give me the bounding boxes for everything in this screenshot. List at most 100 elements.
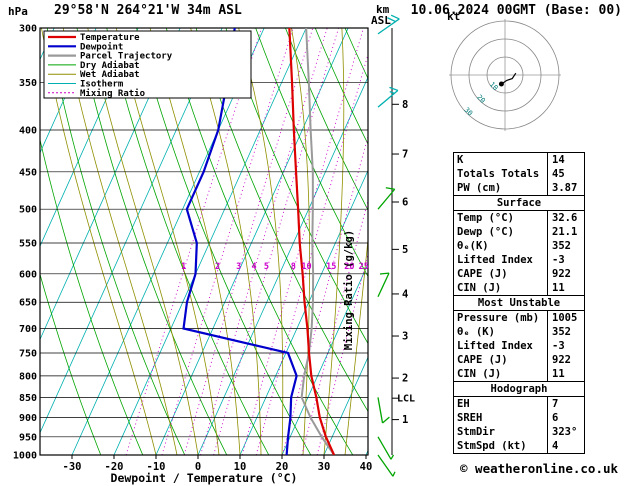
table-row: Pressure (mb) 1005 — [454, 311, 584, 325]
legend-label: Temperature — [80, 33, 140, 43]
km-tick-label: 8 — [402, 99, 408, 111]
mixing-ratio-line — [316, 252, 368, 455]
legend-label: Dry Adiabat — [80, 60, 140, 71]
wind-barb-flag — [387, 17, 396, 23]
pressure-tick-label: 600 — [19, 269, 37, 280]
table-row: CIN (J) 11 — [454, 367, 584, 381]
hodograph-ring-label: 30 — [462, 106, 474, 118]
pressure-tick-label: 750 — [19, 348, 37, 359]
table-row: Lifted Index -3 — [454, 339, 584, 353]
pressure-tick-label: 850 — [19, 393, 37, 404]
table-row-label: StmDir — [457, 426, 495, 438]
isotherm-line — [0, 28, 12, 455]
hodograph-ring-label: 10 — [488, 81, 500, 93]
wind-barb-staff — [377, 272, 390, 297]
mixing-ratio-value-label: 5 — [264, 262, 269, 272]
height-axis-unit-asl: ASL — [371, 14, 391, 27]
table-row: θₑ (K) 352 — [454, 325, 584, 339]
table-row-value: 4 — [547, 439, 584, 453]
storm-motion-dot — [498, 81, 504, 87]
table-row: θₑ(K) 352 — [454, 239, 584, 253]
parcel-trajectory-curve — [300, 28, 335, 455]
table-row-label: Pressure (mb) — [457, 312, 540, 324]
pressure-axis-unit: hPa — [8, 5, 28, 18]
temp-tick-label: 0 — [195, 461, 201, 473]
table-row: CAPE (J) 922 — [454, 267, 584, 281]
table-section-title: Hodograph — [454, 381, 584, 397]
mixing-ratio-line — [301, 199, 368, 455]
table-row-value: 32.6 — [547, 211, 584, 225]
km-tick-label: 3 — [402, 331, 408, 343]
table-row-label: θₑ (K) — [457, 326, 495, 338]
temp-tick-label: -20 — [105, 461, 124, 473]
table-row-value: 14 — [547, 153, 584, 167]
wind-barb-flag — [389, 86, 399, 92]
table-row-value: 922 — [547, 267, 584, 281]
height-axis: 1 2 3 4 5 6 7 8 LCL — [391, 28, 415, 455]
table-row-label: CAPE (J) — [457, 354, 508, 366]
km-tick-label: 2 — [402, 373, 408, 385]
height-axis-unit-km: km — [376, 3, 390, 16]
isotherm-line — [155, 28, 349, 455]
km-tick-label: 7 — [402, 149, 408, 161]
dry-adiabat-line — [285, 28, 368, 211]
temp-tick-label: -30 — [63, 461, 82, 473]
table-row-value: 352 — [547, 325, 584, 339]
table-row-value: 11 — [547, 281, 584, 295]
wind-barb-staff — [377, 436, 392, 460]
mixing-ratio-value-label: 25 — [359, 262, 369, 272]
hodograph-ring-label: 20 — [475, 93, 487, 105]
pressure-tick-label: 700 — [19, 324, 37, 335]
wind-barb-flag — [385, 187, 395, 190]
km-tick-label: 4 — [402, 288, 408, 300]
wet-adiabat-line — [323, 28, 345, 455]
table-row: Temp (°C) 32.6 — [454, 211, 584, 225]
table-row-value: 352 — [547, 239, 584, 253]
isotherm-line — [239, 169, 368, 455]
table-row-value: 45 — [547, 167, 584, 181]
table-row: Dewp (°C) 21.1 — [454, 225, 584, 239]
mixing-ratio-value-label: 20 — [344, 262, 354, 272]
pressure-tick-label: 1000 — [13, 451, 37, 462]
mixing-ratio-value-label: 4 — [252, 262, 257, 272]
table-row: StmSpd (kt) 4 — [454, 439, 584, 453]
temp-tick-label: 10 — [234, 461, 247, 473]
table-row-label: PW (cm) — [457, 182, 502, 194]
table-row: Totals Totals 45 — [454, 167, 584, 181]
table-row: SREH 6 — [454, 411, 584, 425]
legend-box — [43, 30, 252, 99]
pressure-tick-label: 400 — [19, 126, 37, 137]
table-row-value: 922 — [547, 353, 584, 367]
pressure-tick-label: 650 — [19, 298, 37, 309]
hodograph-ring — [450, 20, 560, 130]
lcl-label: LCL — [397, 394, 415, 405]
mixing-ratio-value-label: 1 — [181, 262, 186, 272]
wind-barb-flag — [382, 416, 390, 424]
table-row-label: Dewp (°C) — [457, 226, 514, 238]
temperature-curve — [288, 28, 336, 455]
wind-barb-flag — [390, 14, 400, 20]
table-section-title: Most Unstable — [454, 295, 584, 311]
table-row-value: 6 — [547, 411, 584, 425]
table-row: PW (cm) 3.87 — [454, 181, 584, 195]
table-row-label: EH — [457, 398, 470, 410]
isotherm-line — [40, 28, 97, 154]
legend-label: Wet Adiabat — [80, 69, 140, 80]
isotherm-line — [71, 28, 265, 455]
mixing-ratio-line — [183, 28, 314, 455]
mixing-ratio-value-label: 15 — [326, 262, 336, 272]
table-row-value: 3.87 — [547, 181, 584, 195]
mixing-ratio-axis-label: Mixing Ratio (g/kg) — [343, 230, 355, 350]
wind-barb-staff — [377, 89, 399, 108]
table-row-label: Lifted Index — [457, 340, 533, 352]
wind-barb-staff — [377, 397, 384, 424]
table-row-value: 323° — [547, 425, 584, 439]
table-row: CIN (J) 11 — [454, 281, 584, 295]
isotherm-line — [197, 76, 368, 455]
hodograph-ring — [468, 38, 542, 112]
temp-tick-label: 20 — [276, 461, 289, 473]
wind-barb-halfflag — [389, 91, 395, 94]
